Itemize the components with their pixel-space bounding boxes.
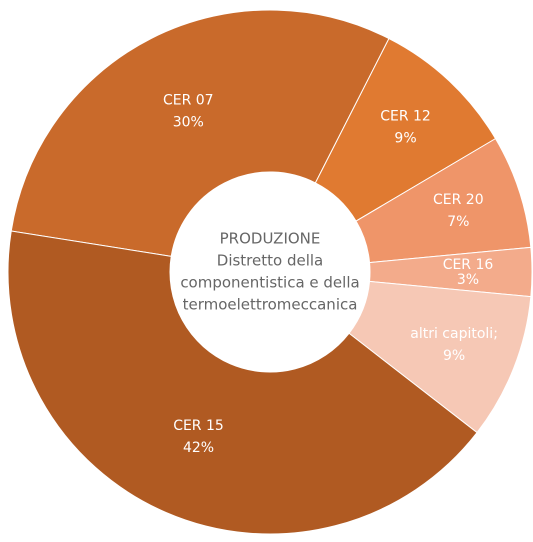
slice-label: CER 16	[443, 257, 494, 273]
slice-label: altri capitoli;	[410, 326, 498, 342]
center-text: termoelettromeccanica	[183, 296, 358, 314]
center-text: Distretto della	[217, 252, 323, 270]
slice-value: 30%	[173, 115, 204, 131]
donut-slice	[10, 9, 390, 257]
slice-value: 9%	[394, 131, 416, 147]
slice-value: 3%	[457, 272, 479, 288]
slice-label: CER 07	[163, 93, 214, 109]
donut-slice	[7, 230, 478, 535]
slice-value: 7%	[447, 214, 469, 230]
slice-label: CER 12	[380, 109, 431, 125]
slice-value: 42%	[183, 440, 214, 456]
center-text: PRODUZIONE	[220, 230, 321, 248]
slice-label: CER 20	[433, 192, 484, 208]
slice-value: 9%	[443, 348, 465, 364]
center-text: componentistica e della	[180, 274, 359, 292]
slice-label: CER 15	[173, 418, 224, 434]
